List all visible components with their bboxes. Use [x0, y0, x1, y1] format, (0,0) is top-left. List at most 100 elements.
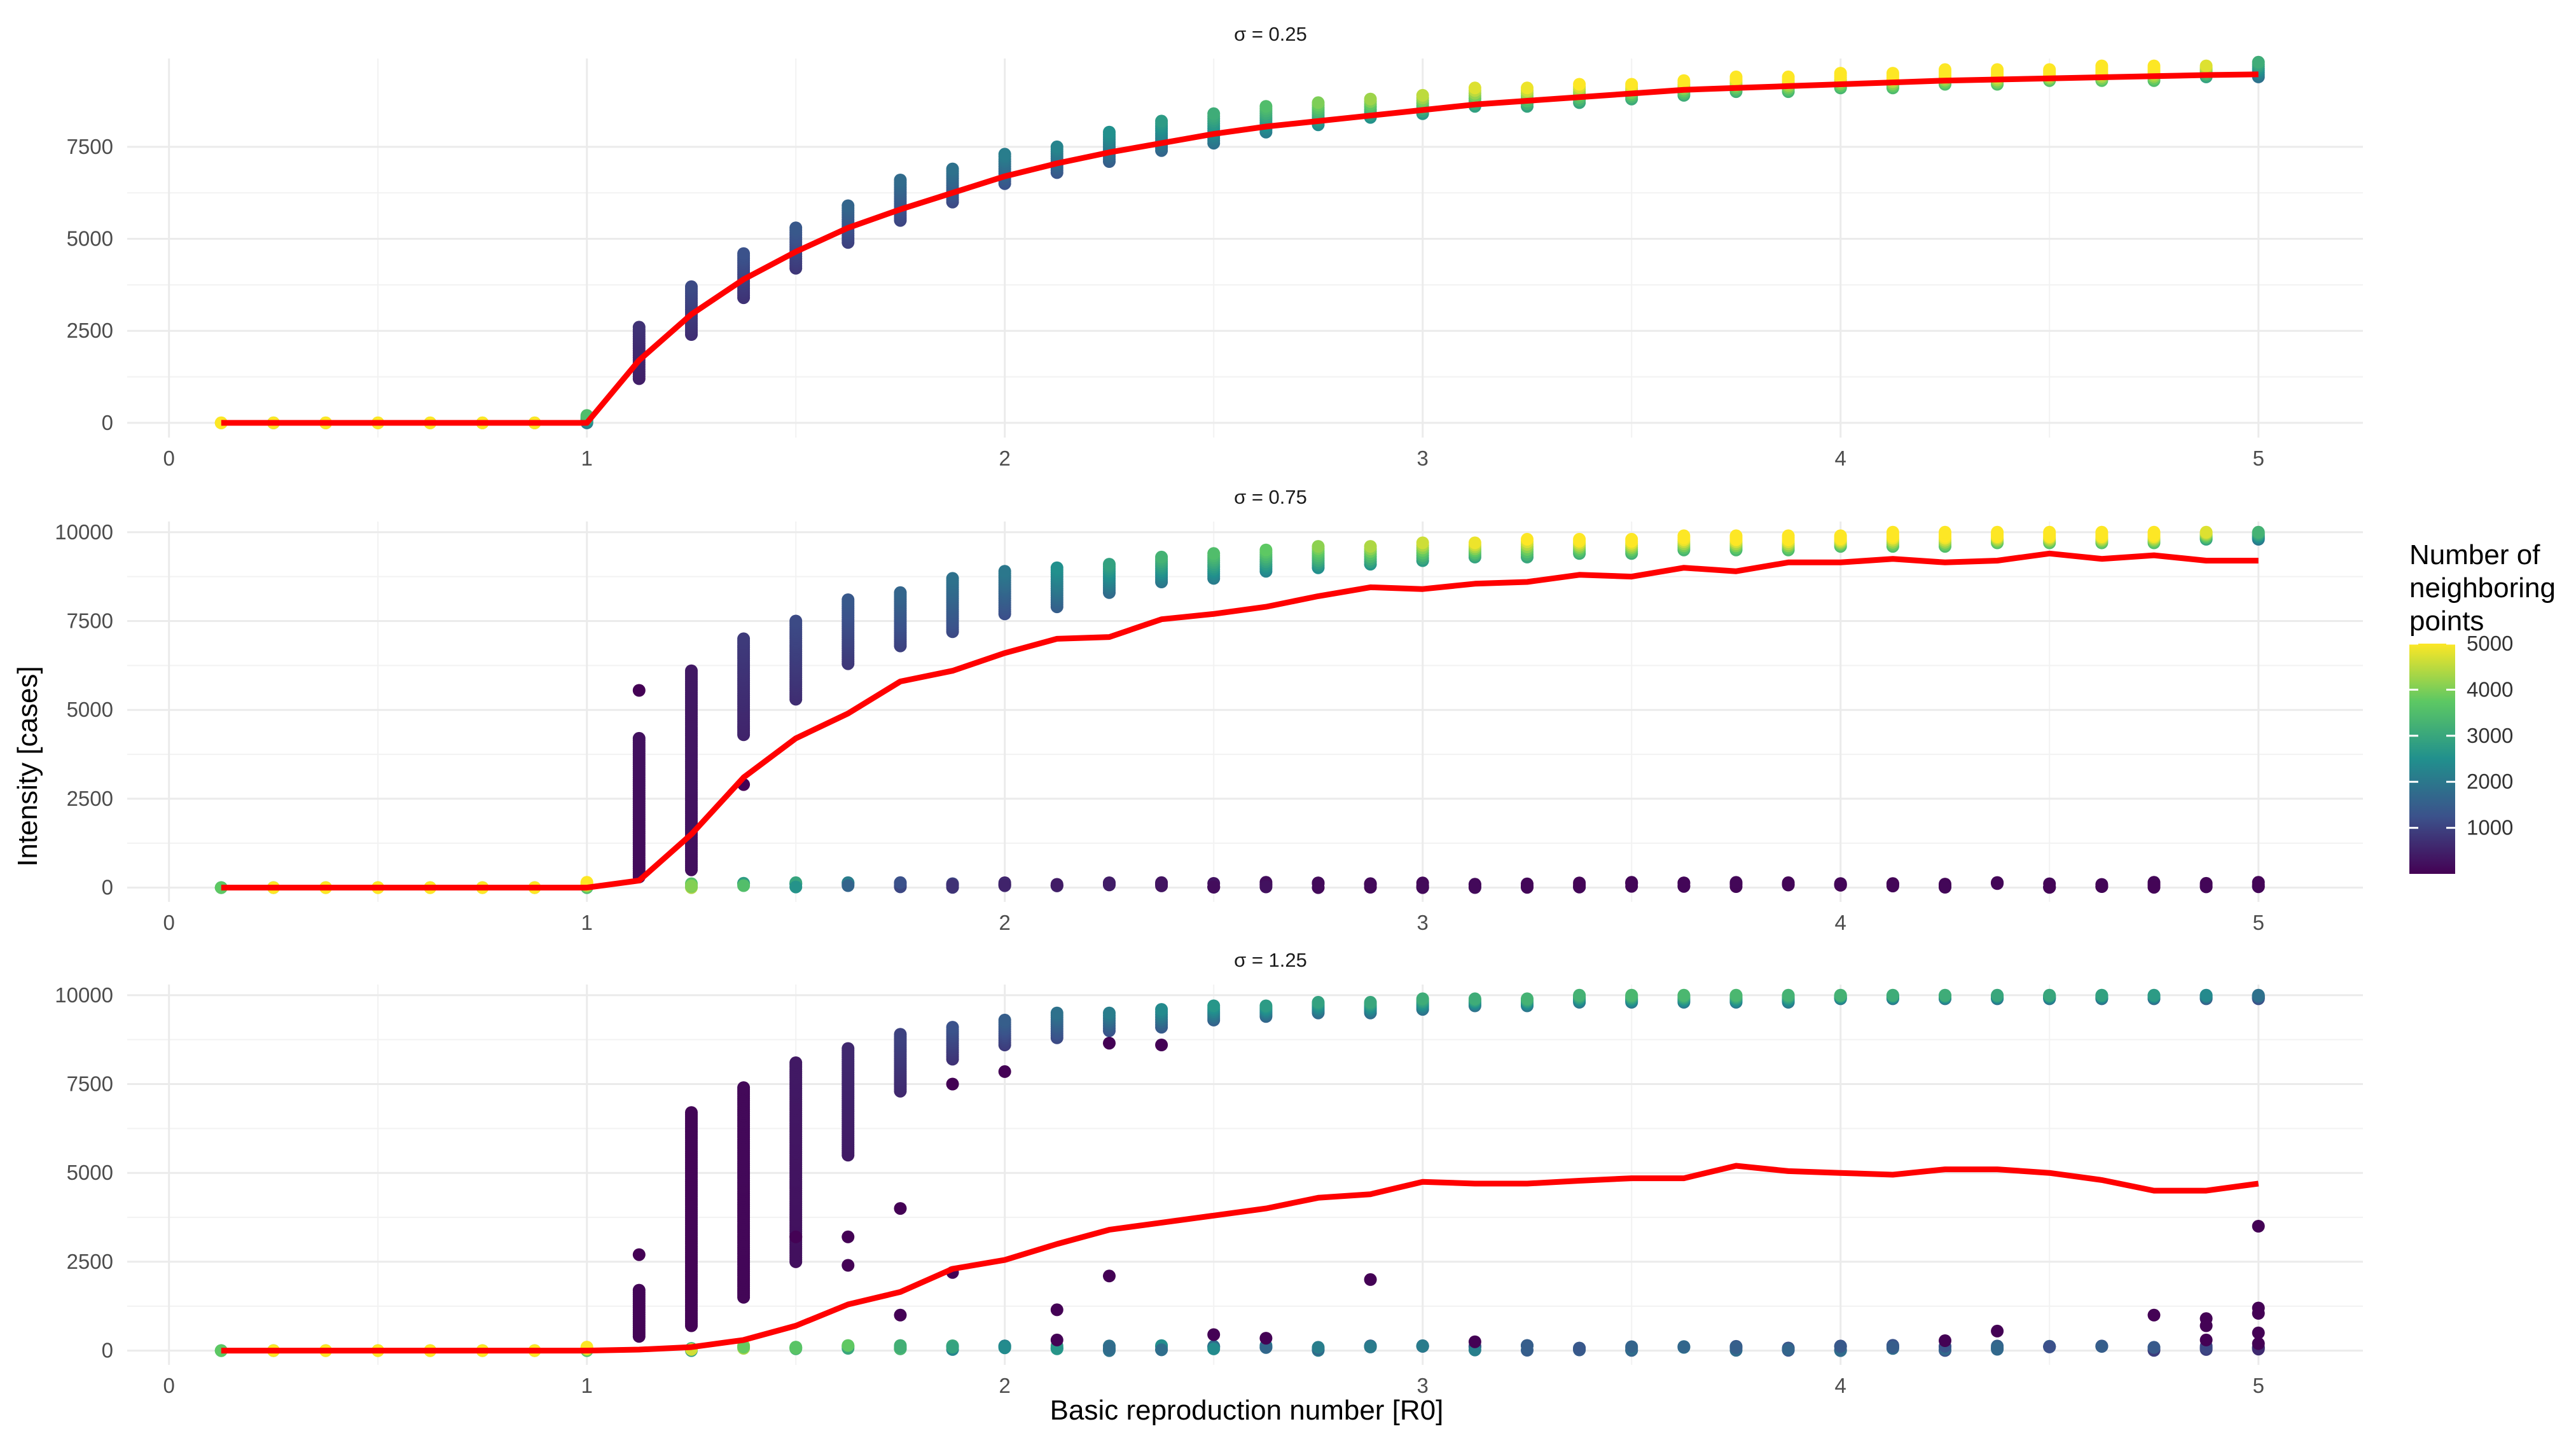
x-tick-label: 1: [581, 911, 593, 934]
data-point: [632, 1248, 646, 1261]
data-point: [1782, 988, 1795, 1002]
data-point: [1103, 1006, 1116, 1020]
scatter-points: [214, 988, 2265, 1357]
panel-strip-title: σ = 1.25: [1234, 949, 1307, 971]
y-tick-label: 5000: [67, 227, 113, 251]
data-point: [1834, 529, 1847, 543]
data-point: [1677, 74, 1691, 87]
data-point: [894, 1308, 907, 1322]
data-point: [1155, 1039, 1168, 1051]
legend-tick-label: 1000: [2467, 816, 2513, 840]
data-point: [1573, 988, 1586, 1002]
y-tick-label: 5000: [67, 698, 113, 721]
data-point: [2147, 525, 2161, 539]
data-point: [1312, 1341, 1325, 1354]
data-point: [2095, 525, 2109, 539]
y-tick-label: 0: [102, 876, 113, 899]
data-point: [2095, 1340, 2109, 1353]
data-point: [1521, 1339, 1534, 1352]
y-tick-label: 0: [102, 1339, 113, 1362]
data-point: [1991, 988, 2004, 1002]
data-point: [2199, 1319, 2213, 1332]
data-point: [1259, 1332, 1273, 1345]
data-point: [632, 321, 646, 334]
data-point: [841, 199, 855, 212]
data-point: [1886, 880, 1899, 893]
data-point: [1625, 988, 1638, 1002]
data-point: [2043, 63, 2056, 76]
data-point: [2252, 1326, 2265, 1339]
data-point: [1729, 876, 1743, 889]
y-tick-label: 2500: [67, 319, 113, 342]
panel-3: σ = 1.25 0 2500 5000 7500 10000 0 1 2 3 4 5: [55, 949, 2363, 1397]
data-point: [737, 879, 751, 892]
data-point: [894, 876, 907, 889]
data-point: [1939, 881, 1951, 894]
x-tick-label: 1: [581, 446, 593, 470]
data-point: [1939, 988, 1951, 1002]
x-tick-label: 2: [999, 446, 1011, 470]
data-point: [1729, 70, 1743, 83]
data-point: [1312, 540, 1325, 553]
y-tick-label: 7500: [67, 135, 113, 158]
data-point: [1207, 107, 1221, 120]
x-tick-label: 0: [163, 911, 175, 934]
x-tick-label: 3: [1417, 1374, 1429, 1397]
data-point: [685, 879, 698, 892]
data-point: [1416, 1339, 1429, 1353]
data-point: [2147, 881, 2161, 894]
data-point: [2095, 880, 2109, 893]
mean-line: [221, 550, 2259, 891]
data-point: [2252, 876, 2265, 889]
data-point: [789, 614, 803, 628]
data-point: [2252, 988, 2265, 1002]
scatter-points: [214, 55, 2265, 429]
data-point: [998, 1340, 1011, 1353]
data-point: [2147, 988, 2161, 1002]
data-point: [1521, 81, 1534, 95]
data-point: [1834, 988, 1847, 1002]
data-point: [1625, 880, 1638, 893]
data-point: [841, 1042, 855, 1055]
data-point: [1312, 881, 1325, 894]
data-point: [946, 1341, 959, 1354]
data-point: [737, 632, 751, 646]
data-point: [1468, 1335, 1481, 1348]
data-point: [737, 1341, 751, 1354]
data-point: [1573, 876, 1586, 890]
data-point: [2095, 59, 2109, 73]
data-point: [2252, 1307, 2265, 1320]
data-point: [1207, 547, 1221, 560]
data-point: [2095, 988, 2109, 1002]
data-point: [1468, 536, 1481, 550]
data-point: [998, 148, 1011, 161]
data-point: [1416, 536, 1429, 550]
data-point: [1103, 1342, 1116, 1355]
data-point: [894, 586, 907, 599]
data-point: [737, 247, 751, 260]
data-point: [1625, 1340, 1638, 1353]
x-tick-label: 5: [2253, 911, 2264, 934]
data-point: [841, 1230, 855, 1243]
y-axis-title: Intensity [cases]: [12, 666, 43, 866]
x-tick-label: 3: [1417, 446, 1429, 470]
x-tick-label: 2: [999, 911, 1011, 934]
data-point: [1259, 999, 1273, 1013]
data-point: [1886, 1341, 1899, 1354]
y-tick-label: 7500: [67, 1072, 113, 1095]
data-point: [1625, 532, 1638, 546]
data-point: [1991, 525, 2004, 539]
data-point: [1782, 1343, 1795, 1356]
data-point: [1939, 525, 1951, 539]
panel-strip-title: σ = 0.25: [1234, 23, 1307, 45]
x-tick-label: 5: [2253, 1374, 2264, 1397]
data-point: [1729, 529, 1743, 543]
legend-tick-label: 4000: [2467, 677, 2513, 701]
data-point: [1677, 529, 1691, 543]
data-point: [2147, 1341, 2161, 1354]
y-tick-label: 2500: [67, 1250, 113, 1273]
x-tick-label: 5: [2253, 446, 2264, 470]
panel-2: σ = 0.75 0 2500 5000 7500 10000 0 1 2 3 4 5: [55, 486, 2363, 934]
x-tick-label: 4: [1835, 1374, 1846, 1397]
x-tick-label: 3: [1417, 911, 1429, 934]
